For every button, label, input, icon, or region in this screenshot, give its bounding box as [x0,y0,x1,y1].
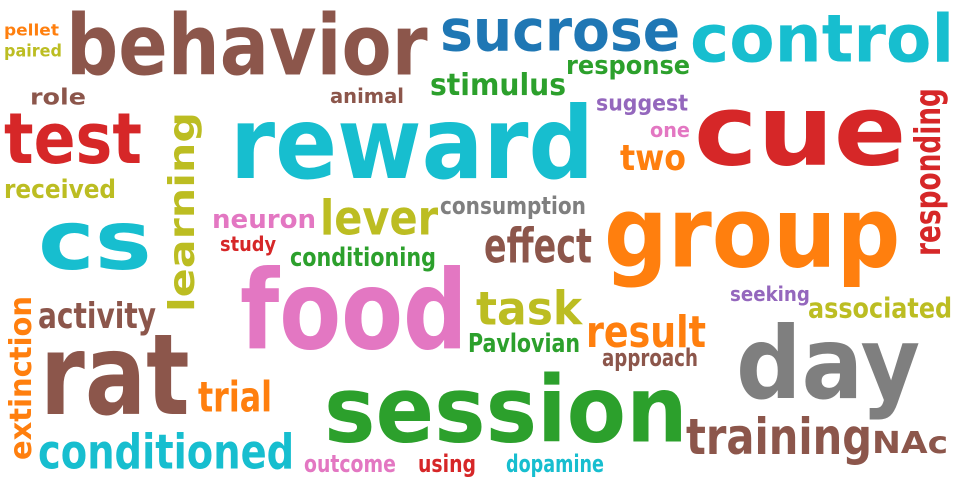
word-animal: animal [330,84,404,108]
word-dopamine: dopamine [506,449,604,478]
word-one: one [650,118,690,142]
word-outcome: outcome [304,449,396,478]
word-group: group [604,175,901,290]
word-control: control [690,0,955,78]
word-cue: cue [694,73,907,188]
word-learning: learning [160,111,203,312]
word-test: test [4,97,142,180]
word-session: session [324,355,688,464]
word-responding: responding [906,88,949,257]
word-approach: approach [602,343,698,372]
word-associated: associated [808,291,953,325]
word-response: response [566,49,691,81]
word-conditioned: conditioned [38,423,295,480]
word-activity: activity [38,294,157,337]
word-consumption: consumption [440,191,586,220]
word-effect: effect [484,217,592,274]
word-task: task [476,281,583,336]
word-using: using [418,449,476,478]
word-role: role [30,84,87,110]
word-training: training [686,407,873,466]
word-day: day [736,305,921,422]
word-trial: trial [198,372,273,422]
word-two: two [620,136,686,179]
word-reward: reward [230,85,594,202]
word-study: study [220,232,277,256]
word-lever: lever [320,189,439,246]
word-stimulus: stimulus [430,67,566,103]
word-received: received [4,173,117,205]
word-conditioning: conditioning [290,241,437,273]
word-food: food [240,246,468,375]
word-result: result [586,306,706,358]
word-nac: NAc [872,425,949,461]
word-suggest: suggest [596,90,689,116]
word-pellet: pellet [4,20,59,40]
word-sucrose: sucrose [440,0,681,65]
word-pavlovian: Pavlovian [468,327,581,359]
word-seeking: seeking [730,282,810,306]
word-neuron: neuron [212,203,317,235]
word-paired: paired [4,40,63,61]
word-cs: cs [38,192,152,289]
word-behavior: behavior [66,0,428,95]
word-rat: rat [40,309,190,441]
word-extinction: extinction [3,296,39,460]
